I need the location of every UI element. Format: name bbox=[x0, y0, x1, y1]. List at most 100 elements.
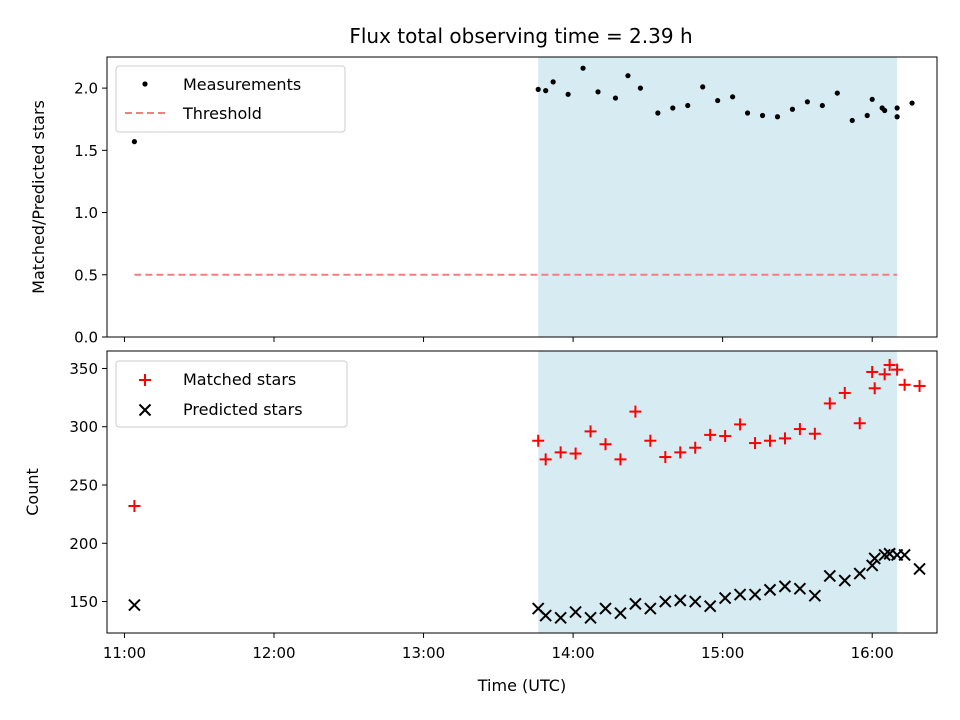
measurement-point bbox=[550, 79, 556, 85]
predicted-stars-point bbox=[838, 574, 851, 587]
measurement-point bbox=[774, 114, 781, 120]
measurement-point bbox=[543, 88, 549, 94]
predicted-stars-point bbox=[823, 569, 837, 583]
measurement-point bbox=[715, 97, 721, 104]
matched-stars-point bbox=[734, 418, 747, 431]
measurement-point bbox=[849, 117, 855, 124]
predicted-stars-point bbox=[128, 598, 141, 612]
bottom-legend-box bbox=[115, 360, 348, 428]
predicted-stars-point bbox=[674, 594, 687, 607]
predicted-stars-point bbox=[569, 605, 582, 619]
measurement-point bbox=[685, 102, 691, 109]
predicted-stars-point bbox=[644, 602, 657, 615]
matched-stars-point bbox=[878, 368, 891, 381]
x-tick-label: 12:00 bbox=[252, 644, 295, 662]
x-tick-label: 13:00 bbox=[402, 644, 445, 662]
legend-matched-label: Matched stars bbox=[183, 370, 296, 389]
predicted-stars-point bbox=[853, 567, 866, 580]
matched-stars-point bbox=[584, 425, 597, 438]
matched-stars-point bbox=[793, 423, 806, 436]
measurement-point bbox=[595, 89, 601, 95]
top-legend-box bbox=[115, 65, 346, 133]
top-y-axis-label: Matched/Predicted stars bbox=[29, 100, 48, 294]
predicted-stars-point bbox=[718, 591, 732, 605]
matched-stars-point bbox=[883, 358, 896, 371]
bottom-y-tick-label: 300 bbox=[69, 418, 98, 436]
legend-measurements-label: Measurements bbox=[183, 75, 301, 94]
bottom-legend: Matched stars Predicted stars bbox=[115, 360, 348, 428]
measurement-point bbox=[909, 100, 915, 106]
x-tick-label: 14:00 bbox=[551, 644, 594, 662]
matched-stars-point bbox=[749, 437, 762, 450]
legend-predicted-marker bbox=[138, 403, 152, 417]
measurement-point bbox=[869, 96, 875, 102]
bottom-panel: 11:00 12:00 13:00 14:00 15:00 16:00 150 200 250 3… bbox=[23, 350, 938, 695]
x-tick-label: 16:00 bbox=[851, 644, 894, 662]
measurement-point bbox=[759, 112, 766, 119]
matched-stars-point bbox=[644, 434, 657, 447]
matched-stars-point bbox=[891, 363, 904, 376]
matched-stars-point bbox=[629, 405, 642, 418]
top-ticks: 0.0 0.5 1.0 1.5 2.0 bbox=[74, 80, 873, 347]
matched-stars-point bbox=[599, 438, 612, 451]
measurement-point bbox=[637, 85, 643, 91]
top-y-tick-label: 2.0 bbox=[74, 80, 98, 98]
top-y-tick-label: 0.5 bbox=[74, 266, 98, 284]
bottom-y-axis-label: Count bbox=[23, 468, 42, 516]
matched-stars-point bbox=[532, 434, 545, 447]
measurement-point bbox=[834, 90, 840, 96]
matched-stars-point bbox=[868, 382, 881, 395]
matched-stars-point bbox=[866, 365, 879, 378]
measurement-point bbox=[894, 114, 900, 120]
matched-stars-point bbox=[823, 397, 836, 410]
predicted-stars-point bbox=[599, 602, 612, 615]
matched-stars-point bbox=[539, 453, 552, 466]
predicted-stars-point bbox=[614, 606, 627, 620]
matched-stars-point bbox=[853, 417, 866, 430]
x-axis-label: Time (UTC) bbox=[477, 676, 566, 695]
bottom-shaded-span bbox=[538, 351, 898, 633]
predicted-stars-point bbox=[733, 588, 747, 601]
predicted-stars-point bbox=[703, 599, 717, 613]
measurement-point bbox=[655, 110, 661, 116]
measurement-point bbox=[535, 86, 541, 92]
measurement-point bbox=[804, 99, 810, 105]
predicted-stars-point bbox=[554, 611, 567, 625]
bottom-ticks: 11:00 12:00 13:00 14:00 15:00 16:00 150 200 250 3… bbox=[69, 360, 893, 662]
matched-stars-point bbox=[614, 453, 627, 466]
measurement-point bbox=[894, 105, 900, 111]
matched-stars-point bbox=[913, 379, 926, 392]
predicted-stars-point bbox=[808, 589, 822, 602]
top-y-tick-label: 0.0 bbox=[74, 329, 98, 347]
legend-predicted-label: Predicted stars bbox=[183, 400, 303, 419]
matched-stars-point bbox=[778, 432, 791, 445]
measurement-point bbox=[625, 73, 631, 79]
measurement-point bbox=[789, 106, 796, 112]
predicted-stars-point bbox=[539, 609, 552, 622]
matched-stars-point bbox=[898, 378, 911, 391]
predicted-stars-point bbox=[868, 552, 881, 565]
top-panel: 0.00.51.01.52.0 Matched/Predicted stars … bbox=[29, 56, 938, 347]
top-y-tick-label: 1.5 bbox=[74, 142, 98, 160]
matched-stars-point bbox=[719, 430, 732, 443]
measurement-point bbox=[700, 84, 706, 90]
bottom-data-marks bbox=[128, 358, 926, 625]
matched-stars-point bbox=[128, 499, 141, 512]
predicted-stars-point bbox=[748, 588, 762, 601]
measurement-point bbox=[612, 95, 619, 101]
matched-stars-point bbox=[689, 441, 702, 454]
legend-matched-marker bbox=[139, 374, 151, 386]
top-data-marks bbox=[131, 65, 915, 276]
measurement-point bbox=[670, 105, 676, 111]
predicted-stars-point bbox=[865, 559, 879, 572]
predicted-stars-point bbox=[689, 595, 702, 608]
predicted-stars-point bbox=[659, 595, 672, 608]
predicted-stars-point bbox=[890, 548, 904, 562]
chart-title: Flux total observing time = 2.39 h bbox=[349, 24, 692, 48]
top-axes-frame bbox=[106, 56, 938, 338]
measurement-point bbox=[819, 102, 825, 109]
matched-stars-point bbox=[838, 386, 851, 399]
predicted-stars-point bbox=[629, 597, 642, 611]
predicted-stars-point bbox=[584, 611, 597, 625]
